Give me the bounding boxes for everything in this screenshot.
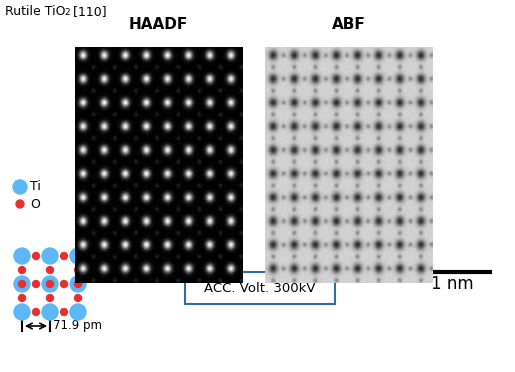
Circle shape — [75, 266, 81, 273]
Circle shape — [419, 52, 426, 60]
Circle shape — [32, 280, 40, 288]
Circle shape — [60, 280, 67, 288]
Circle shape — [403, 49, 416, 62]
Circle shape — [403, 78, 416, 91]
Circle shape — [14, 304, 30, 320]
Circle shape — [212, 49, 225, 62]
Circle shape — [19, 280, 26, 288]
Text: O: O — [30, 198, 40, 211]
Circle shape — [229, 81, 235, 88]
Text: Rutile TiO: Rutile TiO — [5, 5, 65, 18]
Circle shape — [46, 266, 54, 273]
Circle shape — [392, 81, 399, 88]
Circle shape — [46, 295, 54, 301]
Circle shape — [159, 64, 171, 77]
Circle shape — [42, 276, 58, 292]
Circle shape — [349, 78, 362, 91]
Circle shape — [13, 180, 27, 194]
Circle shape — [212, 78, 225, 91]
Circle shape — [70, 276, 86, 292]
Circle shape — [349, 64, 362, 77]
Circle shape — [202, 52, 209, 60]
Text: 1 nm: 1 nm — [431, 275, 474, 293]
Circle shape — [202, 81, 209, 88]
Circle shape — [376, 78, 389, 91]
Circle shape — [14, 276, 30, 292]
Circle shape — [60, 253, 67, 260]
Circle shape — [19, 295, 26, 301]
Circle shape — [212, 64, 225, 77]
Text: Ti: Ti — [30, 180, 41, 193]
Circle shape — [19, 266, 26, 273]
Text: 71.9 pm: 71.9 pm — [53, 320, 102, 333]
Text: ABF: ABF — [332, 17, 366, 32]
Circle shape — [75, 295, 81, 301]
Circle shape — [32, 253, 40, 260]
Circle shape — [42, 248, 58, 264]
Circle shape — [392, 52, 399, 60]
Circle shape — [46, 280, 54, 288]
Circle shape — [419, 81, 426, 88]
Text: HAADF: HAADF — [129, 17, 188, 32]
Circle shape — [16, 200, 24, 208]
Circle shape — [366, 81, 372, 88]
Circle shape — [185, 78, 198, 91]
Circle shape — [185, 49, 198, 62]
Circle shape — [229, 52, 235, 60]
Circle shape — [379, 67, 386, 74]
Circle shape — [75, 280, 81, 288]
Circle shape — [376, 49, 389, 62]
Circle shape — [175, 81, 182, 88]
Circle shape — [159, 49, 171, 62]
Circle shape — [188, 67, 195, 74]
Circle shape — [42, 304, 58, 320]
Text: 2: 2 — [64, 8, 70, 17]
Circle shape — [366, 52, 372, 60]
Bar — [185, 272, 335, 304]
Circle shape — [70, 304, 86, 320]
Circle shape — [403, 64, 416, 77]
Text: [110]: [110] — [69, 5, 107, 18]
Circle shape — [175, 52, 182, 60]
Circle shape — [70, 248, 86, 264]
Circle shape — [60, 308, 67, 315]
Circle shape — [349, 49, 362, 62]
Text: ACC. Volt. 300kV: ACC. Volt. 300kV — [204, 282, 316, 295]
Circle shape — [14, 248, 30, 264]
Circle shape — [159, 78, 171, 91]
Circle shape — [32, 308, 40, 315]
